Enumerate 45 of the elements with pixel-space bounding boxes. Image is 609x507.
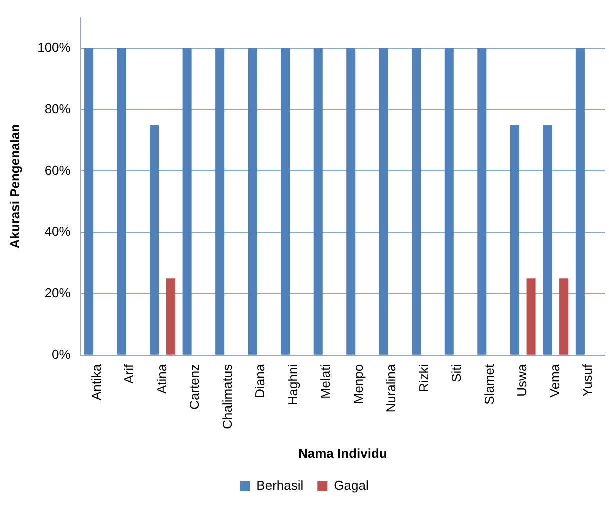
bar [543, 125, 552, 355]
x-tick-label: Chalimatus [220, 364, 235, 430]
bar [150, 125, 160, 355]
y-tick-label: 100% [38, 40, 72, 56]
legend-label: Berhasil [256, 478, 304, 494]
bar [478, 48, 487, 355]
x-tick-label: Nuralina [384, 364, 399, 413]
x-tick-label: Menpo [350, 364, 366, 404]
x-tick-label: Rizki [416, 364, 432, 393]
x-tick-label: Arif [122, 364, 137, 384]
bar [379, 48, 388, 355]
x-tick-label: Antika [88, 364, 104, 401]
x-tick-label: Atina [154, 364, 170, 394]
x-tick-label: Cartenz [187, 364, 202, 410]
x-axis-title: Nama Individu [298, 446, 388, 461]
y-tick-label: 60% [44, 162, 72, 178]
bar [182, 48, 192, 355]
bar [216, 48, 225, 355]
x-tick-label: Uswa [514, 364, 530, 397]
x-tick-label: Haghni [285, 364, 300, 406]
x-tick-label: Siti [449, 364, 464, 382]
bar [412, 48, 422, 355]
bar [248, 48, 258, 355]
bar [117, 48, 126, 355]
bar [560, 278, 569, 355]
bar [281, 48, 290, 355]
bar [576, 48, 585, 355]
bar [444, 48, 454, 355]
y-tick-label: 40% [44, 224, 72, 240]
y-tick-label: 0% [52, 346, 72, 362]
y-tick-label: 80% [44, 101, 72, 116]
bar [314, 48, 323, 355]
x-tick-label: Diana [252, 364, 268, 398]
bar [526, 278, 536, 355]
x-tick-label: Melati [318, 364, 334, 400]
x-tick-label: Vema [547, 364, 562, 398]
x-tick-label: Slamet [482, 364, 497, 405]
bar [166, 278, 176, 355]
bar [84, 48, 94, 355]
bar [346, 48, 356, 355]
y-axis-title: Akurasi Pengenalan [7, 124, 22, 249]
bar [510, 125, 520, 355]
x-tick-label: Yusuf [580, 364, 596, 397]
legend-label: Gagal [334, 478, 369, 494]
y-tick-label: 20% [44, 286, 72, 301]
